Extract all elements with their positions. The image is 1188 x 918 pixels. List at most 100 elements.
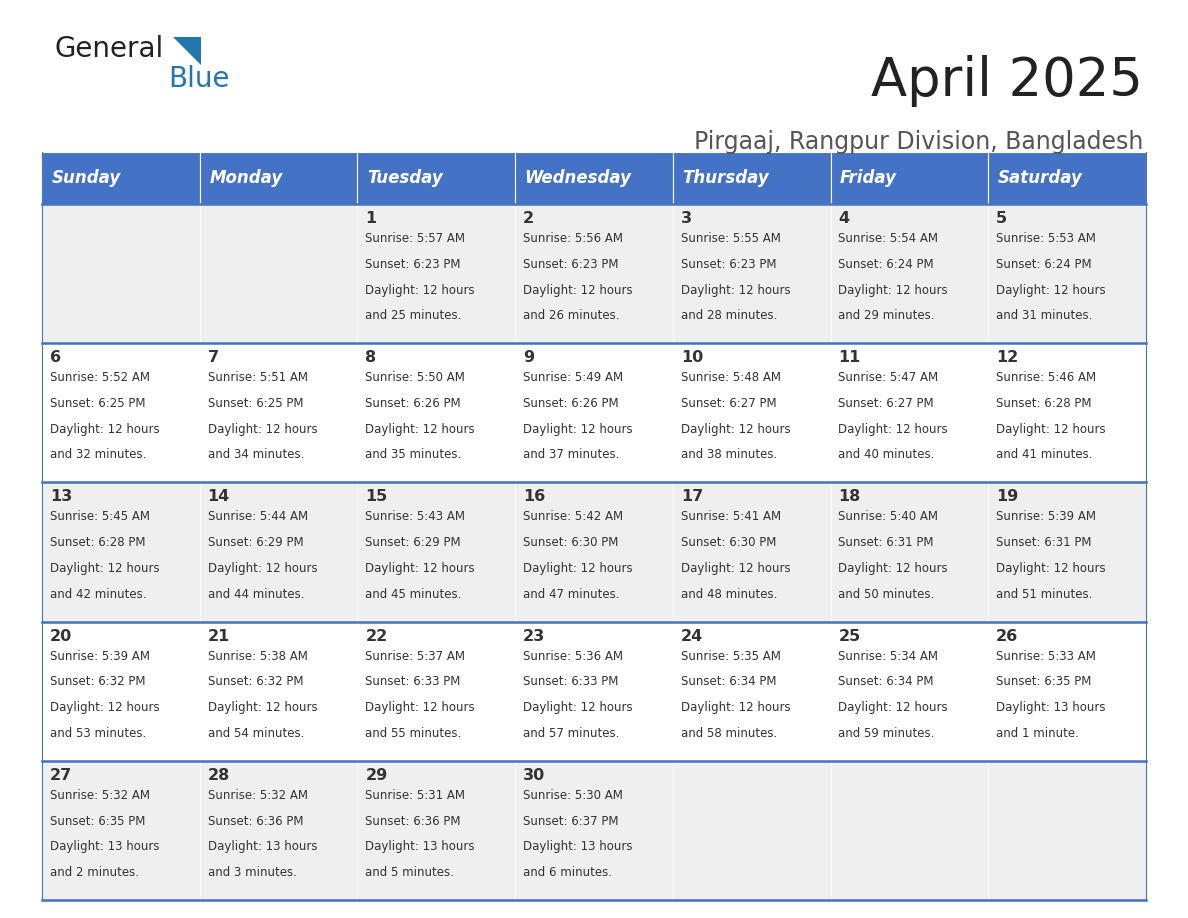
Bar <box>516 621 672 761</box>
Bar <box>830 482 988 621</box>
Bar <box>988 152 1146 204</box>
Text: Sunset: 6:32 PM: Sunset: 6:32 PM <box>50 676 145 688</box>
Text: 19: 19 <box>997 489 1018 504</box>
Text: 4: 4 <box>839 211 849 226</box>
Bar <box>516 152 672 204</box>
Text: Daylight: 12 hours: Daylight: 12 hours <box>997 284 1106 297</box>
Text: Sunset: 6:28 PM: Sunset: 6:28 PM <box>997 397 1092 410</box>
Text: Sunset: 6:25 PM: Sunset: 6:25 PM <box>50 397 145 410</box>
Text: Daylight: 12 hours: Daylight: 12 hours <box>681 422 790 436</box>
Text: Sunset: 6:36 PM: Sunset: 6:36 PM <box>208 814 303 827</box>
Text: and 57 minutes.: and 57 minutes. <box>523 727 619 740</box>
Text: 8: 8 <box>366 350 377 365</box>
Text: Sunset: 6:34 PM: Sunset: 6:34 PM <box>839 676 934 688</box>
Text: 11: 11 <box>839 350 861 365</box>
Text: 20: 20 <box>50 629 72 644</box>
Bar <box>672 482 830 621</box>
Text: Sunset: 6:36 PM: Sunset: 6:36 PM <box>366 814 461 827</box>
Text: Sunrise: 5:54 AM: Sunrise: 5:54 AM <box>839 232 939 245</box>
Text: Sunrise: 5:43 AM: Sunrise: 5:43 AM <box>366 510 466 523</box>
Text: Daylight: 12 hours: Daylight: 12 hours <box>208 701 317 714</box>
Text: Sunrise: 5:39 AM: Sunrise: 5:39 AM <box>997 510 1097 523</box>
Text: Daylight: 12 hours: Daylight: 12 hours <box>523 701 633 714</box>
Text: Daylight: 12 hours: Daylight: 12 hours <box>839 422 948 436</box>
Text: Sunrise: 5:38 AM: Sunrise: 5:38 AM <box>208 650 308 663</box>
Text: 3: 3 <box>681 211 691 226</box>
Bar <box>830 152 988 204</box>
Text: 24: 24 <box>681 629 703 644</box>
Text: and 58 minutes.: and 58 minutes. <box>681 727 777 740</box>
Bar <box>42 761 200 900</box>
Text: Saturday: Saturday <box>998 169 1082 187</box>
Text: Sunrise: 5:30 AM: Sunrise: 5:30 AM <box>523 789 623 801</box>
Text: Sunset: 6:31 PM: Sunset: 6:31 PM <box>997 536 1092 549</box>
Text: 25: 25 <box>839 629 861 644</box>
Text: Wednesday: Wednesday <box>525 169 632 187</box>
Text: Sunrise: 5:52 AM: Sunrise: 5:52 AM <box>50 371 150 385</box>
Text: and 51 minutes.: and 51 minutes. <box>997 588 1093 600</box>
Text: Sunrise: 5:37 AM: Sunrise: 5:37 AM <box>366 650 466 663</box>
Text: Daylight: 12 hours: Daylight: 12 hours <box>50 422 159 436</box>
Text: and 38 minutes.: and 38 minutes. <box>681 449 777 462</box>
Text: Daylight: 12 hours: Daylight: 12 hours <box>681 562 790 575</box>
Text: 17: 17 <box>681 489 703 504</box>
Text: Sunset: 6:23 PM: Sunset: 6:23 PM <box>523 258 619 271</box>
Text: 14: 14 <box>208 489 229 504</box>
Text: 23: 23 <box>523 629 545 644</box>
Text: Daylight: 12 hours: Daylight: 12 hours <box>681 701 790 714</box>
Text: 18: 18 <box>839 489 861 504</box>
Text: Sunrise: 5:57 AM: Sunrise: 5:57 AM <box>366 232 466 245</box>
Text: Sunrise: 5:44 AM: Sunrise: 5:44 AM <box>208 510 308 523</box>
Bar <box>516 482 672 621</box>
Text: and 59 minutes.: and 59 minutes. <box>839 727 935 740</box>
Text: and 25 minutes.: and 25 minutes. <box>366 309 462 322</box>
Text: Daylight: 12 hours: Daylight: 12 hours <box>839 701 948 714</box>
Text: Sunset: 6:30 PM: Sunset: 6:30 PM <box>523 536 619 549</box>
Bar <box>42 482 200 621</box>
Text: Sunset: 6:34 PM: Sunset: 6:34 PM <box>681 676 776 688</box>
Text: Sunrise: 5:46 AM: Sunrise: 5:46 AM <box>997 371 1097 385</box>
Bar <box>830 761 988 900</box>
Text: Sunset: 6:33 PM: Sunset: 6:33 PM <box>523 676 619 688</box>
Text: Sunrise: 5:34 AM: Sunrise: 5:34 AM <box>839 650 939 663</box>
Text: 26: 26 <box>997 629 1018 644</box>
Text: Daylight: 12 hours: Daylight: 12 hours <box>208 562 317 575</box>
Text: Sunrise: 5:36 AM: Sunrise: 5:36 AM <box>523 650 623 663</box>
Text: Blue: Blue <box>168 65 229 93</box>
Bar <box>358 621 516 761</box>
Text: Sunrise: 5:32 AM: Sunrise: 5:32 AM <box>50 789 150 801</box>
Text: Sunrise: 5:40 AM: Sunrise: 5:40 AM <box>839 510 939 523</box>
Text: 10: 10 <box>681 350 703 365</box>
Bar <box>358 761 516 900</box>
Text: and 2 minutes.: and 2 minutes. <box>50 866 139 879</box>
Text: Sunrise: 5:53 AM: Sunrise: 5:53 AM <box>997 232 1097 245</box>
Text: and 26 minutes.: and 26 minutes. <box>523 309 619 322</box>
Text: Sunrise: 5:45 AM: Sunrise: 5:45 AM <box>50 510 150 523</box>
Text: Sunset: 6:24 PM: Sunset: 6:24 PM <box>839 258 934 271</box>
Text: Daylight: 12 hours: Daylight: 12 hours <box>366 562 475 575</box>
Bar <box>830 343 988 482</box>
Bar <box>830 204 988 343</box>
Text: Daylight: 12 hours: Daylight: 12 hours <box>523 284 633 297</box>
Text: 12: 12 <box>997 350 1018 365</box>
Text: Sunset: 6:29 PM: Sunset: 6:29 PM <box>208 536 303 549</box>
Text: 9: 9 <box>523 350 535 365</box>
Text: and 48 minutes.: and 48 minutes. <box>681 588 777 600</box>
Text: Sunset: 6:28 PM: Sunset: 6:28 PM <box>50 536 145 549</box>
Text: Daylight: 12 hours: Daylight: 12 hours <box>523 422 633 436</box>
Bar <box>42 204 200 343</box>
Text: and 34 minutes.: and 34 minutes. <box>208 449 304 462</box>
Text: Daylight: 13 hours: Daylight: 13 hours <box>997 701 1106 714</box>
Text: Sunset: 6:31 PM: Sunset: 6:31 PM <box>839 536 934 549</box>
Bar <box>42 621 200 761</box>
Text: Daylight: 13 hours: Daylight: 13 hours <box>208 840 317 854</box>
Text: 5: 5 <box>997 211 1007 226</box>
Bar <box>516 761 672 900</box>
Text: Sunset: 6:33 PM: Sunset: 6:33 PM <box>366 676 461 688</box>
Text: 2: 2 <box>523 211 535 226</box>
Text: and 50 minutes.: and 50 minutes. <box>839 588 935 600</box>
Text: and 28 minutes.: and 28 minutes. <box>681 309 777 322</box>
Text: 15: 15 <box>366 489 387 504</box>
Bar <box>200 761 358 900</box>
Text: Sunset: 6:35 PM: Sunset: 6:35 PM <box>50 814 145 827</box>
